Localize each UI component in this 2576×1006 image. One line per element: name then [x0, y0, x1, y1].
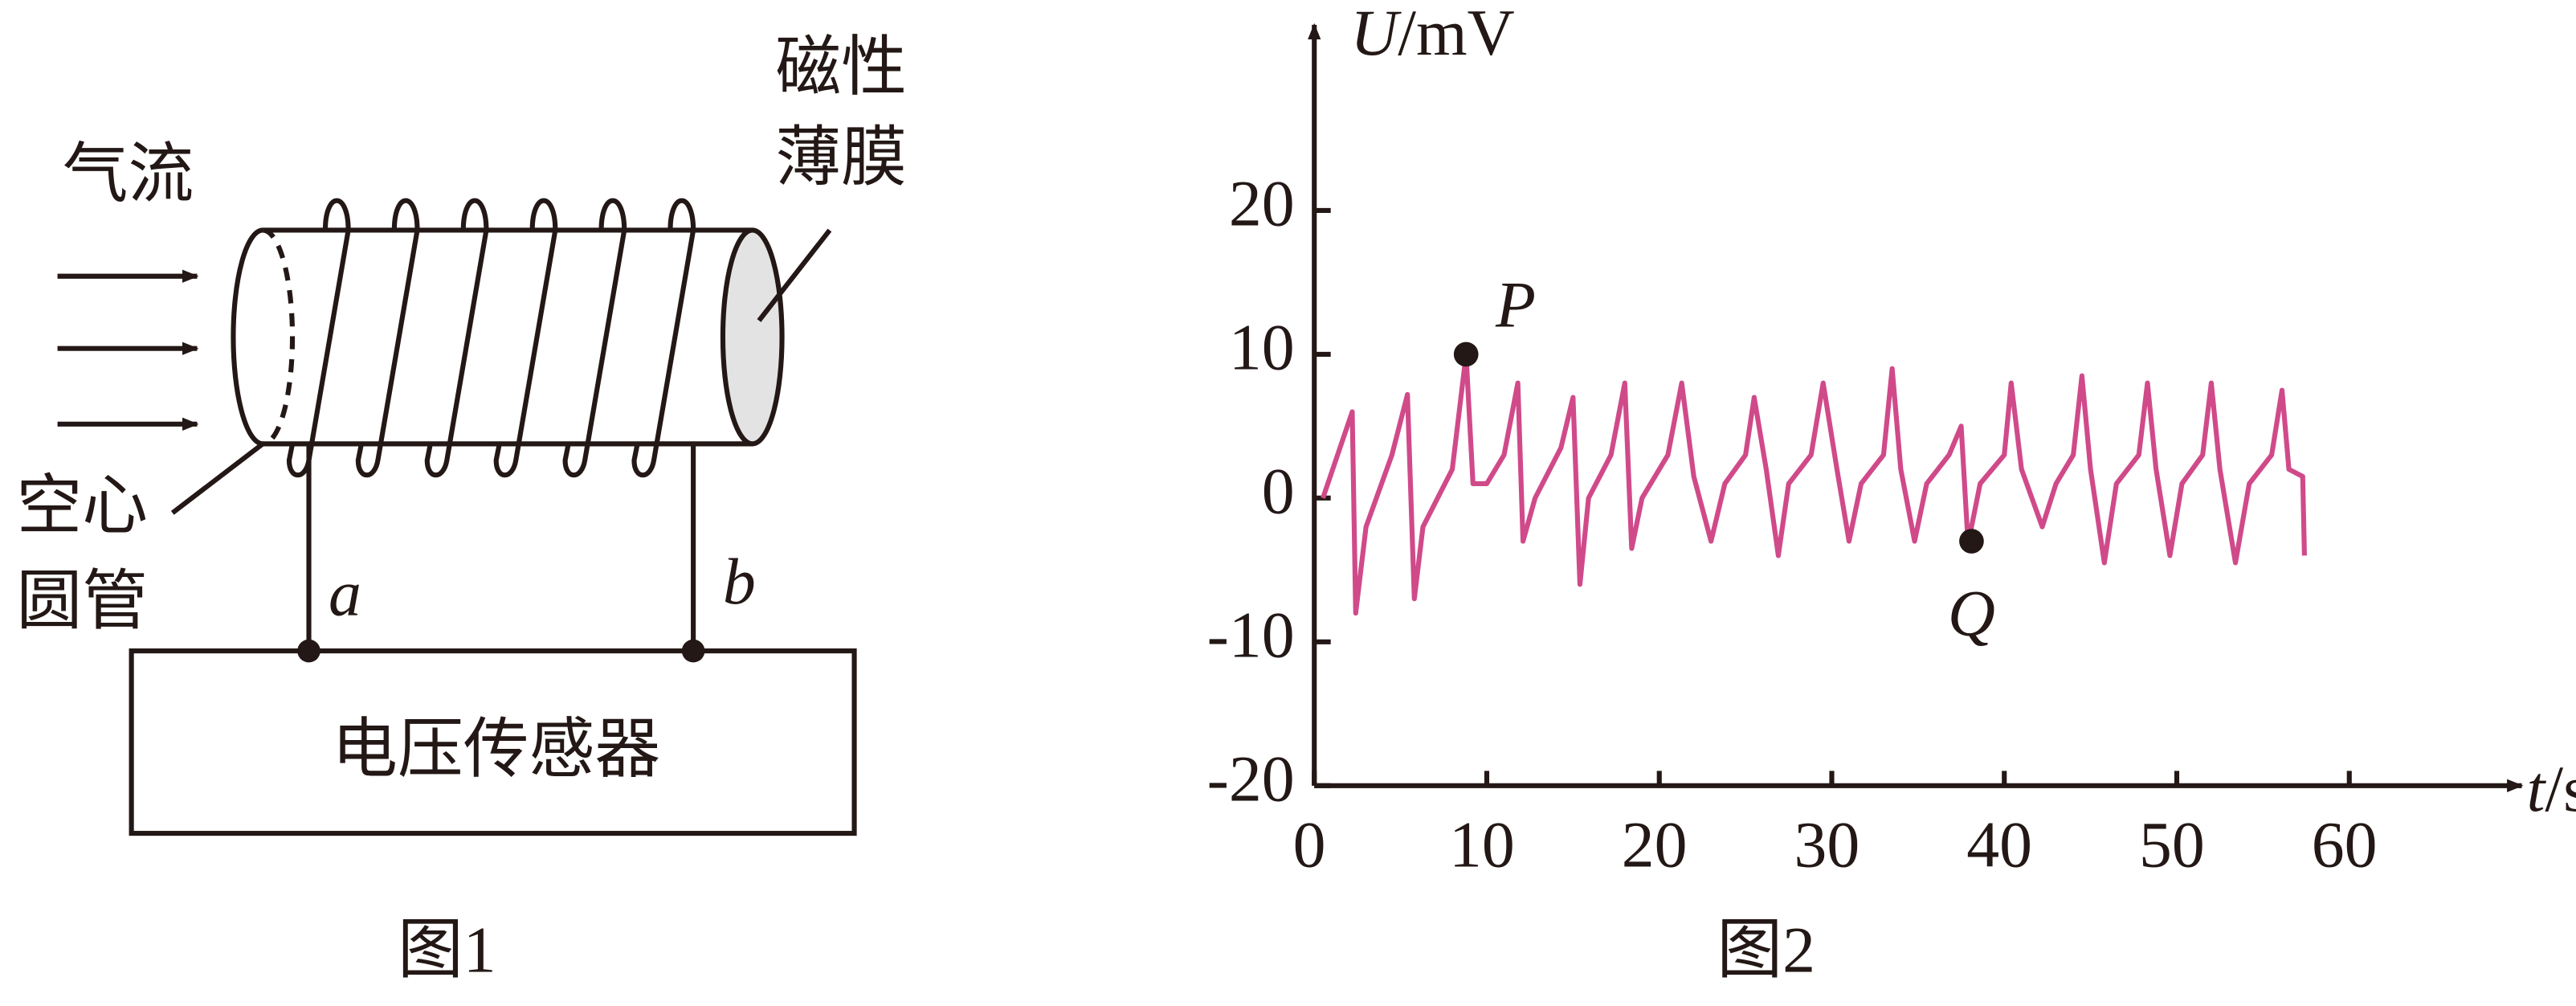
marked-point: [1959, 529, 1984, 554]
terminal: [297, 639, 320, 663]
y-symbol: U: [1350, 0, 1402, 69]
y-tick-label: 20: [1229, 167, 1295, 240]
film-label: 薄膜: [775, 121, 907, 194]
x-tick-label: 20: [1622, 808, 1688, 881]
x-axis-label: t/s: [2527, 752, 2576, 825]
leader-line: [170, 441, 265, 515]
sensor-label: 电压传感器: [332, 713, 660, 786]
point-label: P: [1495, 268, 1536, 341]
y-tick-label: -20: [1207, 742, 1295, 816]
leader-line: [757, 228, 832, 322]
point-label: Q: [1948, 577, 1995, 650]
terminal-label: a: [329, 556, 361, 629]
film-label: 磁性: [775, 31, 907, 104]
tube-label: 圆管: [16, 565, 148, 638]
tube-left-end: [231, 227, 263, 447]
magnetic-film: [720, 227, 785, 447]
x-tick-label: 0: [1293, 808, 1326, 881]
x-unit: /s: [2545, 752, 2576, 825]
marked-point: [1453, 341, 1479, 367]
y-axis-label: U/mV: [1350, 0, 1515, 69]
tube-label: 空心: [16, 469, 148, 542]
terminal-label: b: [723, 545, 756, 618]
data-line: [1321, 351, 2307, 616]
figure-1: 气流 磁性 薄膜 空心 圆管 a b 电压传感器 图1: [16, 31, 907, 986]
y-tick-label: 10: [1229, 311, 1295, 384]
x-tick-label: 50: [2139, 808, 2205, 881]
figure-2: 图2 U/mV t/s 0 10 20 30 40 50 60 -20 -10 0 10 20 P Q: [1207, 0, 2576, 986]
y-unit: /mV: [1398, 0, 1514, 69]
x-symbol: t: [2527, 752, 2547, 825]
x-tick-label: 30: [1794, 808, 1860, 881]
tube-left-end-hidden: [262, 227, 296, 447]
caption: 图2: [1717, 913, 1815, 986]
x-tick-label: 40: [1966, 808, 2032, 881]
x-tick-label: 10: [1449, 808, 1515, 881]
y-tick-label: 0: [1262, 455, 1295, 528]
voltage-sensor: [129, 648, 857, 836]
coil: [286, 198, 696, 478]
x-tick-label: 60: [2312, 808, 2378, 881]
airflow-label: 气流: [63, 137, 194, 211]
terminal: [681, 639, 705, 663]
caption: 图1: [398, 913, 496, 986]
y-tick-label: -10: [1207, 599, 1295, 672]
